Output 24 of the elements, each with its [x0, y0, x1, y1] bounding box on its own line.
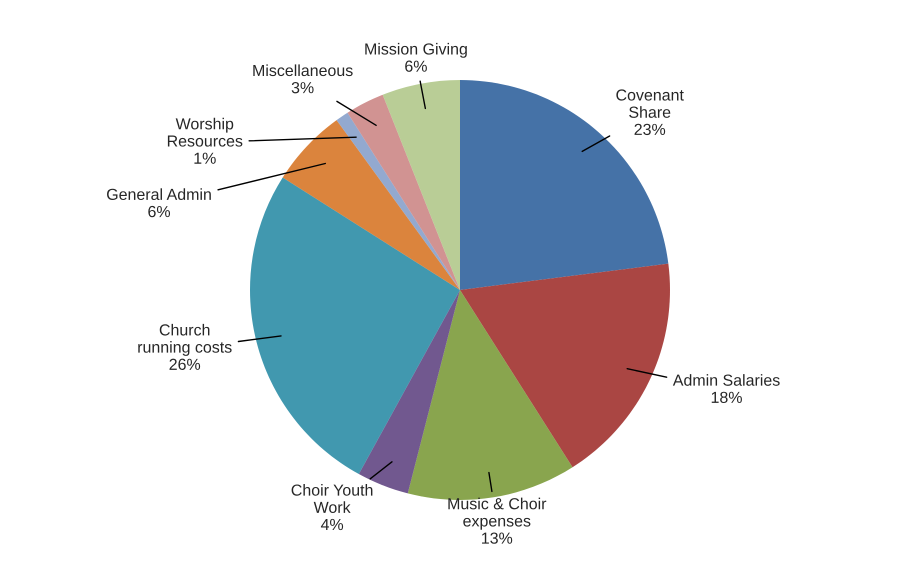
- slice-label: Choir Youth Work: [292, 484, 372, 513]
- slice-label: Miscellaneous: [253, 64, 353, 76]
- data-label: 26%: [170, 358, 200, 370]
- slice-label: Church running costs: [138, 324, 232, 356]
- slice-label: Admin Salaries: [672, 374, 780, 386]
- pie-slice: [336, 112, 460, 290]
- data-label: 6%: [405, 60, 427, 72]
- data-label: 1%: [194, 152, 216, 164]
- pie-slice: [460, 264, 670, 468]
- slice-label: Music & Choir expenses: [448, 498, 546, 530]
- pie-slice: [282, 120, 460, 290]
- slice-label: General Admin: [107, 188, 211, 200]
- pie-slice: [250, 177, 460, 474]
- pie-slice: [382, 80, 460, 290]
- slice-label: Worship Resources: [168, 118, 242, 147]
- data-label: 18%: [712, 392, 742, 404]
- pie-slice: [347, 94, 460, 290]
- data-label: 4%: [320, 518, 344, 530]
- data-label: 23%: [634, 124, 666, 136]
- slice-label: Mission Giving: [365, 42, 467, 58]
- slice-label: Covenant Share: [616, 89, 684, 118]
- data-label: 13%: [482, 532, 512, 544]
- data-label: 6%: [148, 206, 170, 218]
- data-label: 3%: [292, 82, 314, 94]
